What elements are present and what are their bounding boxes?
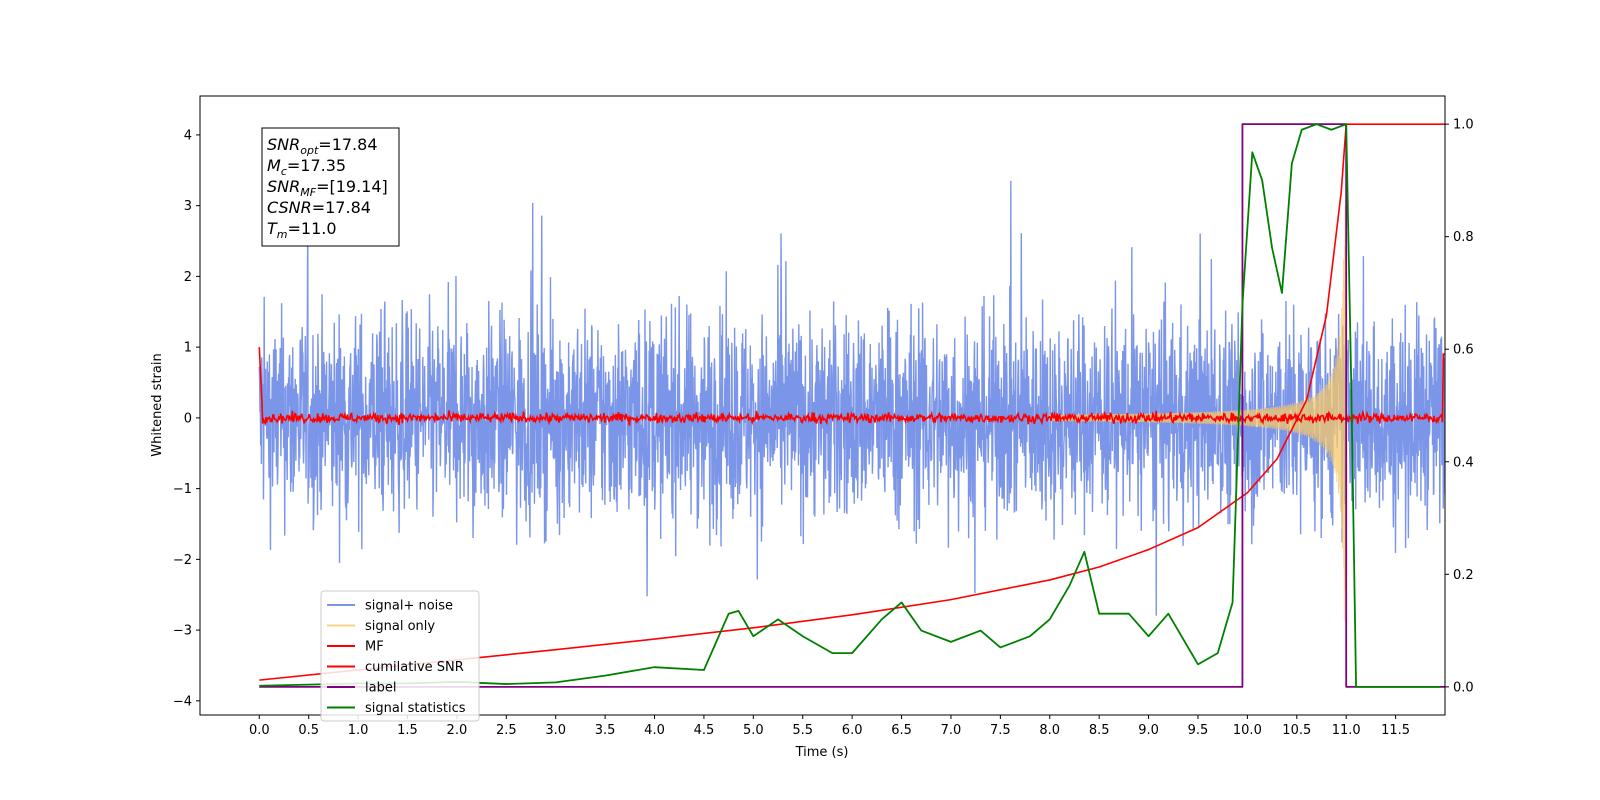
x-tick-label: 8.0	[1039, 723, 1060, 738]
y-right-tick-label: 0.0	[1453, 680, 1474, 695]
legend: signal+ noise signal only MF cumilative SNR…	[320, 590, 480, 722]
y-right-tick-label: 0.6	[1453, 343, 1474, 358]
x-tick-label: 2.0	[447, 723, 468, 738]
x-tick-label: 10.0	[1233, 723, 1262, 738]
x-tick-label: 2.5	[496, 723, 517, 738]
legend-frame	[320, 590, 480, 722]
y-right-tick-label: 0.8	[1453, 230, 1474, 245]
y-right-tick-label: 0.4	[1453, 455, 1474, 470]
x-tick-label: 5.5	[792, 723, 813, 738]
y-tick-label: −4	[173, 694, 192, 709]
series-signal-noise	[258, 180, 1445, 616]
x-tick-label: 9.5	[1188, 723, 1209, 738]
x-tick-label: 10.5	[1282, 723, 1311, 738]
legend-entry: signal+ noise	[365, 599, 453, 614]
annotation-line: SNRopt=17.84	[267, 135, 378, 157]
x-tick-label: 0.0	[249, 723, 270, 738]
y-tick-label: −3	[173, 624, 192, 639]
annotation-frame	[261, 127, 400, 247]
y-right-tick-label: 0.2	[1453, 568, 1474, 583]
x-tick-label: 1.5	[397, 723, 418, 738]
x-tick-label: 4.5	[694, 723, 715, 738]
series-layer	[258, 123, 1445, 688]
x-tick-label: 3.0	[545, 723, 566, 738]
x-tick-label: 7.5	[990, 723, 1011, 738]
x-tick-label: 11.0	[1332, 723, 1361, 738]
legend-entry: cumilative SNR	[365, 660, 464, 675]
x-tick-label: 4.0	[644, 723, 665, 738]
x-tick-label: 5.0	[743, 723, 764, 738]
x-tick-label: 6.5	[891, 723, 912, 738]
series-signal-statistics	[259, 123, 1441, 688]
legend-entry: signal statistics	[365, 701, 466, 716]
x-tick-label: 0.5	[298, 723, 319, 738]
y-tick-label: −2	[173, 553, 192, 568]
annotation-box: SNRopt=17.84Mc=17.35SNRMF=[19.14]CSNR=17…	[261, 127, 400, 247]
y-tick-label: 3	[184, 199, 192, 214]
x-tick-label: 8.5	[1089, 723, 1110, 738]
y-right-tick-label: 1.0	[1453, 118, 1474, 133]
annotation-line: SNRMF=[19.14]	[267, 177, 388, 199]
annotation-line: CSNR=17.84	[267, 198, 371, 217]
legend-entry: label	[365, 681, 396, 696]
x-tick-label: 1.0	[348, 723, 369, 738]
x-tick-label: 7.0	[941, 723, 962, 738]
y-tick-label: 0	[184, 411, 192, 426]
annotation-line: Mc=17.35	[267, 156, 346, 178]
y-axis-label: Whitened strain	[150, 353, 165, 456]
series-mf	[258, 347, 1445, 426]
series-cumulative-snr	[259, 123, 1445, 681]
y-tick-label: −1	[173, 482, 192, 497]
annotation-line: Tm=11.0	[267, 219, 337, 241]
plot-frame	[199, 95, 1446, 716]
x-tick-label: 11.5	[1381, 723, 1410, 738]
y-axis-right: 0.0 0.2 0.4 0.6 0.8 1.0	[1445, 118, 1474, 695]
x-axis-label: Time (s)	[795, 745, 849, 760]
legend-entry: MF	[365, 640, 384, 655]
x-axis: 0.0 0.5 1.0 1.5 2.0 2.5 3.0 3.5 4.0 4.5 5.0 5.5 6.0 6…	[249, 715, 1410, 738]
x-tick-label: 6.0	[842, 723, 863, 738]
x-tick-label: 9.0	[1138, 723, 1159, 738]
legend-entry: signal only	[365, 619, 435, 634]
y-tick-label: 4	[184, 128, 192, 143]
y-axis-left: −4 −3 −2 −1 0 1 2 3 4	[173, 128, 200, 709]
y-tick-label: 1	[184, 341, 192, 356]
y-tick-label: 2	[184, 270, 192, 285]
x-tick-label: 3.5	[595, 723, 616, 738]
